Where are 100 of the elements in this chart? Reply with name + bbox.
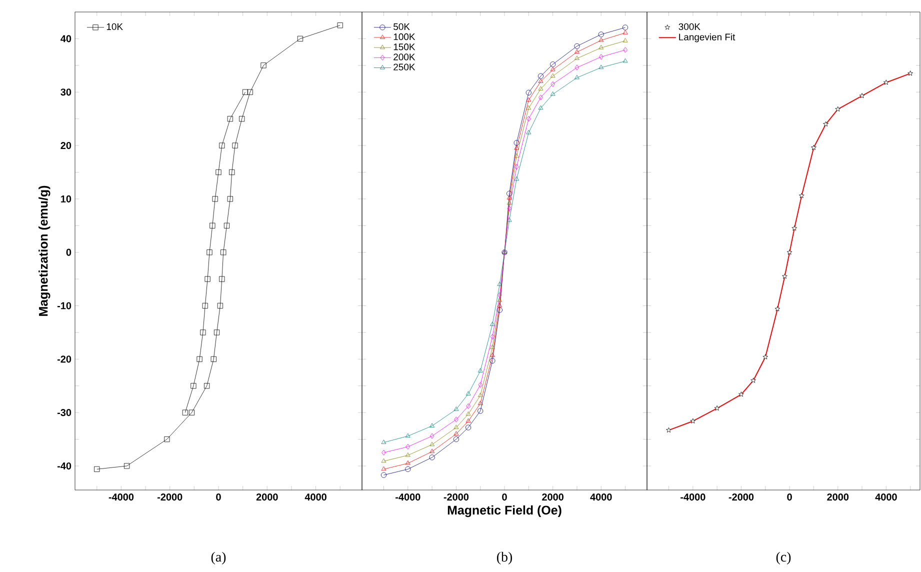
point — [405, 433, 410, 438]
x-tick-label: 4000 — [304, 494, 326, 501]
point — [792, 225, 798, 231]
point — [574, 64, 580, 70]
point — [514, 140, 520, 146]
point — [738, 392, 744, 397]
point — [260, 62, 266, 68]
x-tick-label: 0 — [502, 494, 507, 501]
point — [538, 73, 544, 79]
point — [229, 169, 235, 176]
point — [490, 334, 495, 340]
text: (a) — [211, 552, 226, 564]
point — [204, 383, 210, 389]
point — [550, 91, 556, 96]
point — [762, 354, 768, 360]
y-tick-label: -40 — [57, 462, 72, 470]
point — [380, 472, 387, 478]
point — [94, 466, 100, 472]
point — [908, 70, 914, 76]
point — [574, 49, 580, 54]
point — [406, 444, 410, 450]
point — [526, 90, 532, 96]
point — [623, 47, 628, 53]
legend-label: Langevien Fit — [679, 33, 736, 42]
point — [622, 58, 628, 63]
x-axis-title: Magnetic Field (Oe) — [448, 505, 562, 518]
point — [212, 196, 218, 202]
point — [466, 391, 471, 396]
legend-label: 300K — [678, 23, 700, 30]
point — [550, 66, 556, 72]
point — [382, 450, 386, 456]
point — [598, 37, 604, 42]
point — [514, 153, 520, 158]
point — [490, 358, 496, 364]
point — [786, 250, 792, 255]
point — [526, 130, 532, 134]
y-tick-label: 20 — [60, 142, 72, 150]
x-tick-label: 0 — [216, 494, 221, 501]
point — [782, 274, 788, 279]
point — [188, 410, 195, 416]
legend-label: 50K — [394, 23, 410, 30]
point — [454, 416, 458, 422]
point — [454, 431, 459, 436]
point — [526, 105, 532, 110]
point — [550, 81, 555, 87]
point — [884, 80, 889, 85]
point — [622, 30, 628, 34]
y-tick-label: -20 — [57, 356, 72, 363]
x-tick-label: -4000 — [108, 494, 134, 501]
y-tick-label: 10 — [61, 195, 72, 202]
point — [405, 460, 410, 465]
point — [498, 292, 502, 298]
point — [497, 298, 502, 302]
point — [550, 62, 556, 68]
point — [453, 436, 459, 442]
point — [465, 424, 472, 430]
point — [490, 322, 495, 326]
text: (c) — [776, 552, 791, 564]
y-axis-title: Magnetization (emu/g) — [38, 186, 50, 316]
y-tick-label: 40 — [60, 35, 72, 42]
point — [538, 94, 543, 100]
point — [430, 423, 434, 428]
point — [598, 54, 604, 60]
legend-label: 200K — [394, 54, 416, 60]
y-tick-label: -30 — [57, 409, 72, 416]
point — [550, 73, 556, 78]
point — [478, 368, 483, 372]
point — [190, 383, 196, 389]
point — [247, 89, 253, 95]
point — [216, 169, 222, 176]
point — [227, 116, 233, 122]
x-tick-label: 2000 — [542, 494, 564, 501]
point — [490, 344, 495, 349]
x-tick-label: 2000 — [827, 494, 849, 501]
point — [405, 466, 411, 472]
point — [506, 217, 512, 222]
point — [381, 458, 386, 463]
point — [219, 142, 225, 148]
point — [538, 78, 544, 83]
point — [598, 32, 604, 38]
point — [454, 424, 459, 430]
point — [666, 427, 672, 432]
point — [774, 306, 780, 312]
point — [220, 250, 226, 256]
y-tick-label: -10 — [57, 302, 72, 310]
point — [859, 93, 865, 98]
point — [214, 330, 220, 336]
point — [478, 382, 483, 388]
point — [204, 276, 210, 282]
point — [381, 440, 386, 444]
point — [835, 106, 841, 112]
point — [497, 302, 502, 308]
point — [598, 44, 604, 50]
point — [538, 105, 544, 110]
point — [124, 463, 130, 469]
point — [514, 145, 520, 150]
point — [526, 116, 531, 122]
point — [297, 36, 304, 42]
point — [182, 410, 188, 416]
x-tick-label: -2000 — [444, 494, 469, 501]
